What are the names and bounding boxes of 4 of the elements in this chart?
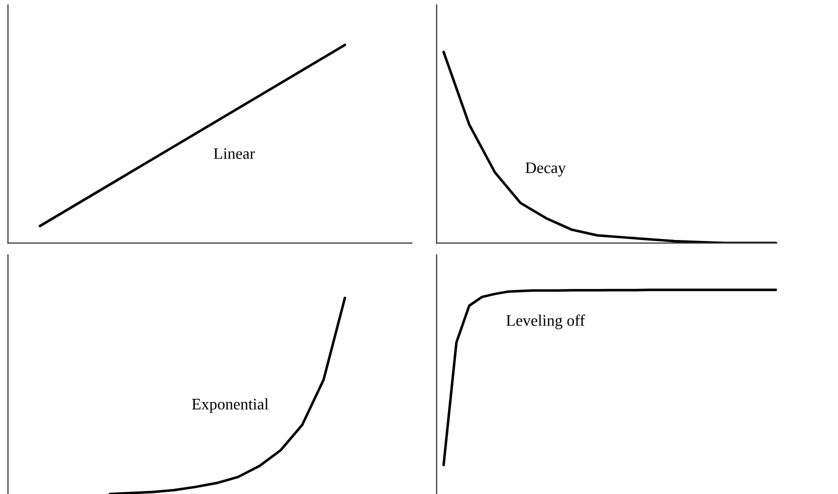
annotation: Linear bbox=[214, 148, 255, 159]
annotation: Decay bbox=[526, 162, 566, 176]
annotation: Exponential bbox=[192, 398, 268, 413]
annotation: Leveling off bbox=[506, 314, 586, 330]
